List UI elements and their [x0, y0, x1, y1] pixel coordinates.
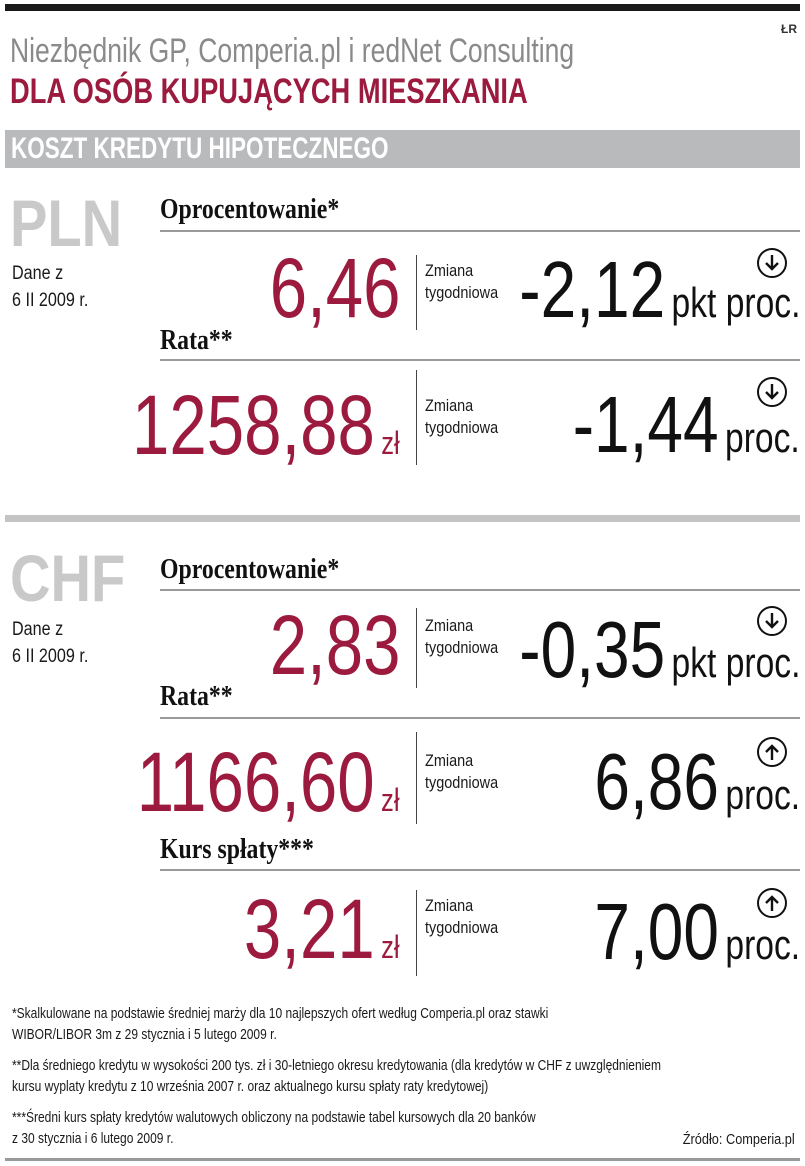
change-exchange-chf: 7,00 proc. [594, 892, 800, 972]
footnote-line: ***Średni kurs spłaty kredytów walutowyc… [12, 1109, 536, 1126]
section-separator [5, 515, 800, 522]
source: Źródło: Comperia.pl [683, 1131, 795, 1148]
heading-exchange-chf: Kurs spłaty*** [160, 833, 314, 865]
arrow-up-circle-icon [757, 888, 787, 918]
value: 2,83 [269, 598, 400, 692]
value-exchange-chf: 3,21 zł [244, 887, 400, 971]
footnote-line: WIBOR/LIBOR 3m z 29 stycznia i 5 lutego … [12, 1026, 277, 1043]
divider [416, 890, 417, 976]
unit: zł [381, 929, 400, 965]
change-rate-pln: -2,12 pkt proc. [519, 250, 800, 330]
date-pln: Dane z 6 II 2009 r. [12, 260, 88, 314]
currency-label-pln: PLN [10, 186, 123, 260]
label: Zmiana [425, 896, 474, 915]
label: tygodniowa [425, 283, 499, 302]
footnote-line: z 30 stycznia i 6 lutego 2009 r. [12, 1130, 174, 1147]
date-line: Dane z [12, 619, 64, 640]
footnote-line: **Dla średniego kredytu w wysokości 200 … [12, 1057, 661, 1074]
value: 1166,60 [137, 735, 376, 829]
heading-rate-pln: Oprocentowanie* [160, 193, 340, 225]
footnote: *Skalkulowane na podstawie średniej marż… [12, 1003, 548, 1045]
footnote-line: *Skalkulowane na podstawie średniej marż… [12, 1005, 549, 1022]
value: 1258,88 [132, 378, 376, 472]
label: tygodniowa [425, 773, 499, 792]
arrow-down-circle-icon [757, 606, 787, 636]
label: tygodniowa [425, 418, 499, 437]
value: 6,46 [269, 241, 400, 335]
subtitle: Niezbędnik GP, Comperia.pl i redNet Cons… [10, 32, 575, 70]
change-unit: pkt proc. [671, 279, 800, 326]
rule [160, 717, 800, 719]
section-title: KOSZT KREDYTU HIPOTECZNEGO [11, 132, 389, 165]
heading-installment-chf: Rata** [160, 680, 233, 712]
change-value: -0,35 [518, 605, 665, 694]
rule [160, 589, 800, 591]
divider [416, 732, 417, 824]
change-value: -2,12 [518, 245, 665, 334]
label: Zmiana [425, 616, 474, 635]
value-rate-pln: 6,46 [269, 246, 400, 330]
date-line: 6 II 2009 r. [12, 290, 89, 311]
top-rule [5, 4, 800, 11]
divider [416, 370, 417, 465]
value-installment-chf: 1166,60 zł [137, 740, 400, 824]
change-label: Zmiana tygodniowa [425, 395, 498, 439]
change-unit: proc. [725, 771, 800, 818]
label: Zmiana [425, 751, 474, 770]
change-label: Zmiana tygodniowa [425, 260, 498, 304]
rule [160, 359, 800, 361]
date-chf: Dane z 6 II 2009 r. [12, 616, 88, 670]
label: Zmiana [425, 396, 474, 415]
section-band: KOSZT KREDYTU HIPOTECZNEGO [5, 130, 800, 168]
date-line: Dane z [12, 263, 64, 284]
heading-installment-pln: Rata** [160, 324, 233, 356]
arrow-down-circle-icon [757, 248, 787, 278]
value: 3,21 [244, 882, 376, 976]
label: tygodniowa [425, 638, 499, 657]
unit: zł [381, 425, 400, 461]
rule [160, 230, 800, 232]
change-installment-pln: -1,44 proc. [573, 385, 800, 465]
value-rate-chf: 2,83 [269, 603, 400, 687]
change-unit: proc. [725, 414, 800, 461]
change-installment-chf: 6,86 proc. [594, 742, 800, 822]
footnote: **Dla średniego kredytu w wysokości 200 … [12, 1055, 661, 1097]
label: tygodniowa [425, 918, 499, 937]
footnote: ***Średni kurs spłaty kredytów walutowyc… [12, 1107, 536, 1149]
page-title: DLA OSÓB KUPUJĄCYCH MIESZKANIA [10, 72, 528, 111]
label: Zmiana [425, 261, 474, 280]
arrow-down-circle-icon [757, 377, 787, 407]
heading-rate-chf: Oprocentowanie* [160, 553, 340, 585]
bottom-rule [5, 1158, 800, 1161]
footnote-line: kursu wyplaty kredytu z 10 września 2007… [12, 1078, 489, 1095]
date-line: 6 II 2009 r. [12, 646, 89, 667]
change-value: 6,86 [594, 737, 719, 826]
currency-label-chf: CHF [10, 541, 126, 615]
divider [416, 608, 417, 688]
change-value: -1,44 [573, 380, 719, 469]
change-value: 7,00 [594, 887, 719, 976]
change-label: Zmiana tygodniowa [425, 750, 498, 794]
change-unit: pkt proc. [671, 639, 800, 686]
divider [416, 255, 417, 330]
change-rate-chf: -0,35 pkt proc. [519, 610, 800, 690]
author-initials: ŁR [781, 22, 797, 36]
arrow-up-circle-icon [757, 737, 787, 767]
rule [160, 869, 800, 871]
change-label: Zmiana tygodniowa [425, 615, 498, 659]
value-installment-pln: 1258,88 zł [132, 383, 400, 467]
unit: zł [381, 782, 400, 818]
change-label: Zmiana tygodniowa [425, 895, 498, 939]
change-unit: proc. [725, 921, 800, 968]
